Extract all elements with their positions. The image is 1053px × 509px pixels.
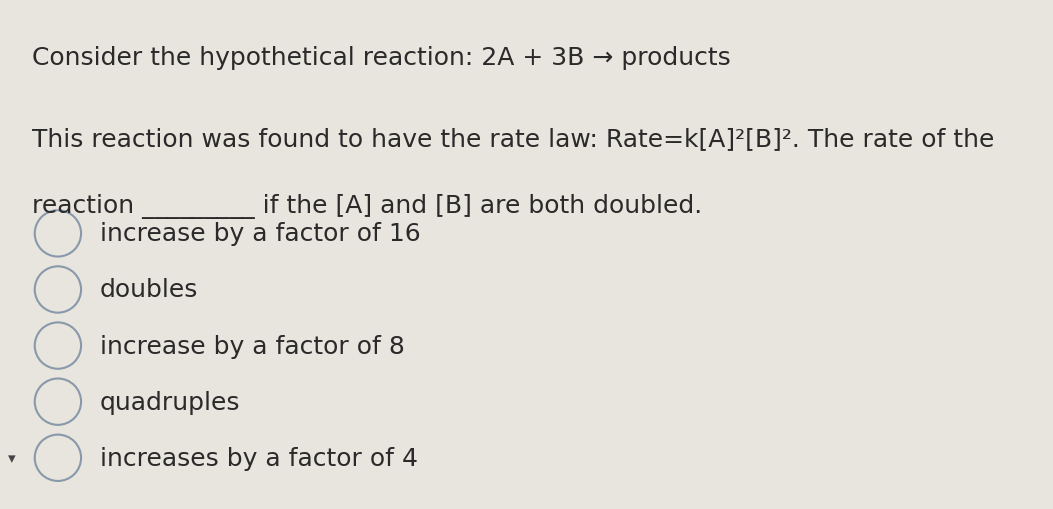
Text: ▾: ▾ xyxy=(8,450,16,465)
Text: This reaction was found to have the rate law: Rate=k[A]²[B]². The rate of the: This reaction was found to have the rate… xyxy=(32,127,994,151)
Text: increase by a factor of 8: increase by a factor of 8 xyxy=(100,334,405,358)
Text: increase by a factor of 16: increase by a factor of 16 xyxy=(100,222,421,246)
Text: quadruples: quadruples xyxy=(100,390,240,414)
Text: doubles: doubles xyxy=(100,278,198,302)
Text: increases by a factor of 4: increases by a factor of 4 xyxy=(100,446,418,470)
Text: reaction _________ if the [A] and [B] are both doubled.: reaction _________ if the [A] and [B] ar… xyxy=(32,193,702,218)
Text: Consider the hypothetical reaction: 2A + 3B → products: Consider the hypothetical reaction: 2A +… xyxy=(32,46,731,70)
